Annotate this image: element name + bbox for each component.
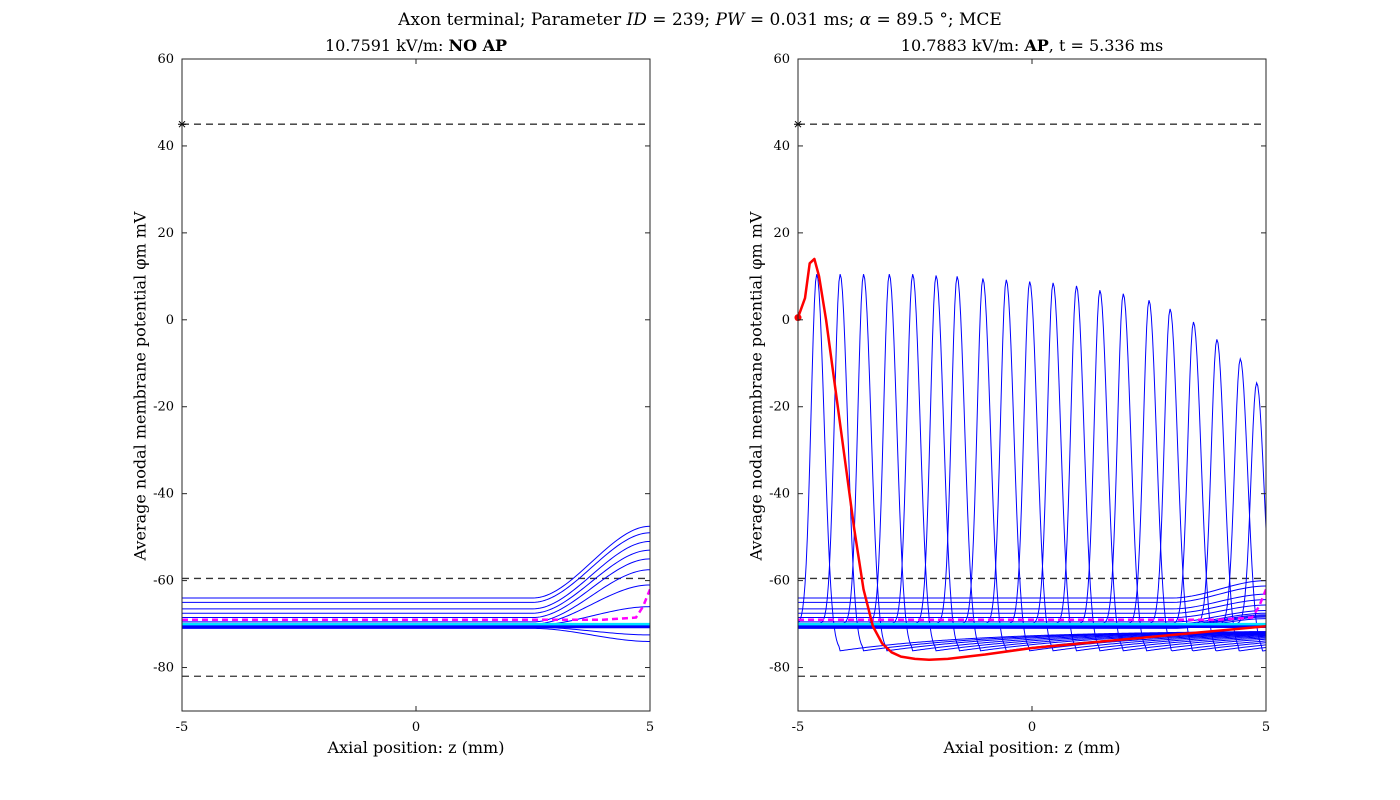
left-y-tick-label: -40 <box>153 487 174 502</box>
right-flat-series-line-4 <box>798 604 1266 619</box>
left-blue-series-line-1 <box>182 532 650 603</box>
right-flat-series-line-3 <box>798 599 1266 614</box>
right-y-tick-label: 40 <box>773 139 790 154</box>
right-flat-series-line-2 <box>798 593 1266 610</box>
right-y-tick-label: -40 <box>769 487 790 502</box>
left-blue-series-line-10 <box>182 627 650 642</box>
left-x-tick-label: 5 <box>646 720 654 735</box>
left-blue-series-line-7 <box>182 606 650 626</box>
left-y-tick-label: -80 <box>153 661 174 676</box>
suptitle-text-1: Axon terminal; Parameter <box>398 10 627 30</box>
right-x-tick-label: -5 <box>792 720 805 735</box>
left-x-axis-label: Axial position: z (mm) <box>327 738 505 757</box>
right-x-axis-label: Axial position: z (mm) <box>943 738 1121 757</box>
suptitle-text-2: = 239; <box>646 10 716 30</box>
suptitle-math-id: ID <box>626 10 647 30</box>
right-y-tick-label: -20 <box>769 400 790 415</box>
right-x-tick-label: 0 <box>1028 720 1036 735</box>
suptitle-math-pw: PW <box>715 10 745 30</box>
left-y-tick-label: -60 <box>153 574 174 589</box>
left-blue-series-line-3 <box>182 549 650 614</box>
right-x-tick-label: 5 <box>1262 720 1270 735</box>
right-y-tick-label: 20 <box>773 226 790 241</box>
right-y-tick-label: 0 <box>782 313 790 328</box>
right-ap-wave-16 <box>798 321 1266 652</box>
right-flat-series-line-0 <box>798 580 1266 599</box>
left-axes-title: 10.7591 kV/m: NO AP <box>182 36 650 55</box>
left-blue-series-line-4 <box>182 558 650 619</box>
right-ap-wave-2 <box>798 274 1266 652</box>
left-y-tick-label: 40 <box>157 139 174 154</box>
right-title-bold: AP <box>1024 36 1049 55</box>
left-blue-series-line-0 <box>182 525 650 599</box>
right-flat-series-line-1 <box>798 585 1266 603</box>
suptitle-text-3: = 0.031 ms; <box>744 10 860 30</box>
right-red-trace-line <box>798 257 1266 661</box>
left-title-bold: NO AP <box>448 36 508 55</box>
right-flat-series-line-5 <box>798 609 1266 623</box>
suptitle-math-alpha: α <box>859 10 872 30</box>
right-magenta-dashed-line <box>798 588 1266 621</box>
left-y-tick-label: 60 <box>157 52 174 67</box>
right-y-axis-label: Average nodal membrane potential φm mV <box>746 211 766 561</box>
right-title-prefix: 10.7883 kV/m: <box>900 36 1025 55</box>
right-ap-wave-19 <box>798 381 1266 625</box>
left-blue-series-line-5 <box>182 569 650 623</box>
right-y-tick-label: 60 <box>773 52 790 67</box>
figure-suptitle: Axon terminal; Parameter ID = 239; PW = … <box>0 10 1400 30</box>
suptitle-text-4: = 89.5 °; MCE <box>871 10 1002 30</box>
right-y-tick-label: -60 <box>769 574 790 589</box>
right-y-tick-label: -80 <box>769 661 790 676</box>
left-x-tick-label: 0 <box>412 720 420 735</box>
left-blue-series-line-2 <box>182 540 650 610</box>
right-axes-title: 10.7883 kV/m: AP, t = 5.336 ms <box>798 36 1266 55</box>
left-title-prefix: 10.7591 kV/m: <box>324 36 449 55</box>
left-magenta-dashed-line <box>182 588 650 621</box>
left-y-axis-label: Average nodal membrane potential φm mV <box>130 211 150 561</box>
left-x-tick-label: -5 <box>176 720 189 735</box>
left-y-tick-label: 20 <box>157 226 174 241</box>
left-y-tick-label: 0 <box>166 313 174 328</box>
left-y-tick-label: -20 <box>153 400 174 415</box>
right-title-suffix: , t = 5.336 ms <box>1048 36 1164 55</box>
